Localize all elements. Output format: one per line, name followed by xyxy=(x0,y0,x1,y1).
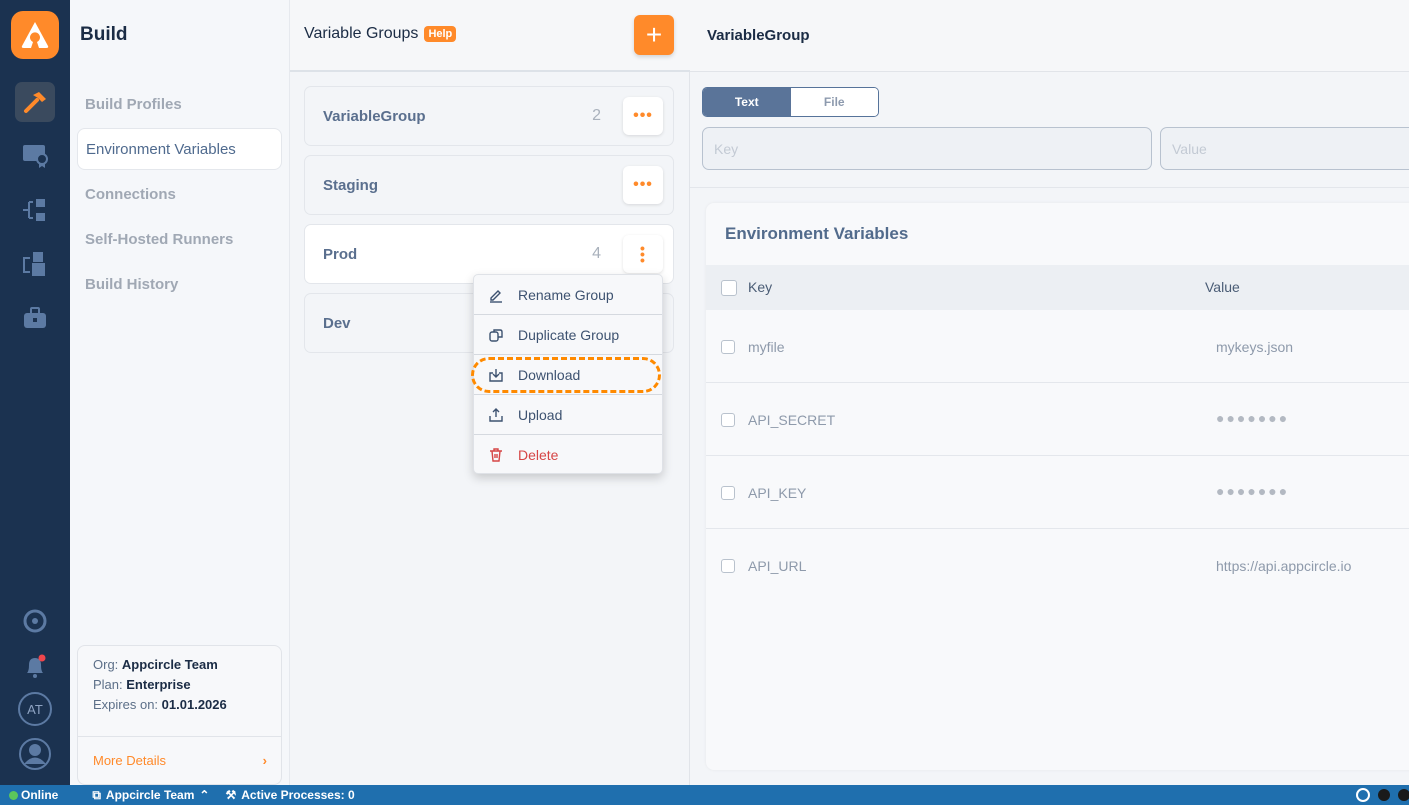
online-dot-icon xyxy=(9,790,18,800)
appcircle-logo-icon[interactable] xyxy=(11,11,59,59)
value-input[interactable] xyxy=(1160,127,1409,170)
divider xyxy=(690,187,1409,188)
variable-group-detail: VariableGroup Text File Environment Vari… xyxy=(690,0,1409,785)
menu-item-download[interactable]: Download xyxy=(471,355,662,395)
menu-label: Rename Group xyxy=(518,286,614,303)
row-checkbox[interactable] xyxy=(721,340,735,354)
status-bar: Online ⧉ Appcircle Team ⌃ ⚒ Active Processe… xyxy=(0,785,1409,805)
add-group-button[interactable]: + xyxy=(634,15,674,55)
theme-dark-button[interactable] xyxy=(1378,789,1390,801)
org-line: Org: Appcircle Team xyxy=(93,657,218,672)
highlight-annotation xyxy=(471,357,661,393)
expires-line: Expires on: 01.01.2026 xyxy=(93,697,227,712)
menu-label: Upload xyxy=(518,406,563,423)
processes-label: Active Processes: 0 xyxy=(241,788,355,802)
hammer-icon: ⚒ xyxy=(225,788,237,802)
row-key: API_SECRET xyxy=(748,412,836,428)
group-name: Prod xyxy=(323,245,358,263)
certificate-icon[interactable] xyxy=(15,135,55,175)
bell-icon[interactable] xyxy=(15,646,55,686)
active-processes[interactable]: ⚒ Active Processes: 0 xyxy=(225,788,354,802)
nav-rail: AT xyxy=(0,0,70,785)
sidebar-item-build-history[interactable]: Build History xyxy=(85,275,179,293)
panel-title: Variable Groups xyxy=(304,25,419,42)
settings-wheel-icon[interactable] xyxy=(15,601,55,641)
theme-light-button[interactable] xyxy=(1356,788,1370,802)
sidebar-item-connections[interactable]: Connections xyxy=(85,185,176,203)
key-input[interactable] xyxy=(702,127,1152,170)
team-name: Appcircle Team xyxy=(105,788,195,802)
row-checkbox[interactable] xyxy=(721,413,735,427)
variable-groups-header: Variable Groups Help xyxy=(290,0,690,72)
menu-label: Download xyxy=(518,366,581,383)
help-badge[interactable]: Help xyxy=(424,26,457,42)
sidebar-title: Build xyxy=(80,24,128,45)
more-options-button[interactable]: ••• xyxy=(623,97,663,135)
table-row[interactable]: API_SECRET ●●●●●●● xyxy=(706,383,1409,456)
sidebar-item-self-hosted-runners[interactable]: Self-Hosted Runners xyxy=(85,230,234,248)
group-name: VariableGroup xyxy=(323,107,426,125)
hammer-icon[interactable] xyxy=(15,82,55,122)
row-value-masked: ●●●●●●● xyxy=(1216,410,1290,426)
env-vars-table-card: Environment Variables Key Value myfile my… xyxy=(706,203,1409,770)
group-name: Staging xyxy=(323,176,378,194)
group-context-menu: Rename Group Duplicate Group Download Up… xyxy=(471,274,663,475)
sidebar-item-environment-variables[interactable]: Environment Variables xyxy=(77,128,282,170)
group-item[interactable]: VariableGroup 2 ••• xyxy=(304,86,674,146)
toggle-file[interactable]: File xyxy=(790,88,878,116)
trash-icon xyxy=(474,447,518,463)
row-key: API_URL xyxy=(748,558,807,574)
upload-icon xyxy=(474,407,518,423)
menu-item-rename-group[interactable]: Rename Group xyxy=(474,275,662,315)
user-avatar-icon[interactable] xyxy=(15,734,55,774)
group-item[interactable]: Staging ••• xyxy=(304,155,674,215)
table-header: Key Value xyxy=(706,265,1409,310)
column-header-key: Key xyxy=(748,279,773,295)
group-count: 2 xyxy=(592,107,601,124)
more-options-button[interactable]: ••• xyxy=(623,235,663,273)
download-icon xyxy=(474,367,518,383)
select-all-checkbox[interactable] xyxy=(721,280,737,296)
online-status: Online xyxy=(21,788,59,802)
plan-line: Plan: Enterprise xyxy=(93,677,191,692)
toggle-text[interactable]: Text xyxy=(703,88,791,116)
testing-icon[interactable] xyxy=(15,244,55,284)
table-title: Environment Variables xyxy=(725,224,909,243)
sidebar-item-build-profiles[interactable]: Build Profiles xyxy=(85,95,182,113)
avatar[interactable]: AT xyxy=(15,689,55,729)
menu-item-upload[interactable]: Upload xyxy=(474,395,662,435)
table-row[interactable]: API_KEY ●●●●●●● xyxy=(706,456,1409,529)
copy-icon xyxy=(474,327,518,343)
more-options-button[interactable]: ••• xyxy=(623,166,663,204)
distribution-icon[interactable] xyxy=(15,190,55,230)
team-switcher[interactable]: ⧉ Appcircle Team ⌃ xyxy=(92,788,209,803)
theme-dark-alt-button[interactable] xyxy=(1398,789,1409,801)
menu-label: Duplicate Group xyxy=(518,326,620,343)
menu-label: Delete xyxy=(518,447,559,463)
menu-item-delete[interactable]: Delete xyxy=(474,435,662,475)
chevron-up-icon: ⌃ xyxy=(199,788,210,802)
detail-title: VariableGroup xyxy=(690,0,1409,72)
group-count: 4 xyxy=(592,245,601,262)
switch-team-icon: ⧉ xyxy=(92,787,101,802)
org-info-card: Org: Appcircle Team Plan: Enterprise Exp… xyxy=(77,645,282,785)
toolbox-icon[interactable] xyxy=(15,298,55,338)
group-name: Dev xyxy=(323,314,351,332)
type-toggle: Text File xyxy=(702,87,879,117)
table-row[interactable]: API_URL https://api.appcircle.io xyxy=(706,529,1409,602)
more-details-label: More Details xyxy=(93,753,166,768)
row-checkbox[interactable] xyxy=(721,486,735,500)
row-key: API_KEY xyxy=(748,485,807,501)
row-key: myfile xyxy=(748,339,785,355)
row-value: https://api.appcircle.io xyxy=(1216,558,1352,574)
row-value: mykeys.json xyxy=(1216,339,1294,355)
column-header-value: Value xyxy=(1205,279,1240,295)
pencil-icon xyxy=(474,287,518,303)
more-details-link[interactable]: More Details › xyxy=(78,736,281,784)
row-value-masked: ●●●●●●● xyxy=(1216,483,1290,499)
table-row[interactable]: myfile mykeys.json xyxy=(706,310,1409,383)
chevron-right-icon: › xyxy=(262,753,267,768)
menu-item-duplicate-group[interactable]: Duplicate Group xyxy=(474,315,662,355)
row-checkbox[interactable] xyxy=(721,559,735,573)
